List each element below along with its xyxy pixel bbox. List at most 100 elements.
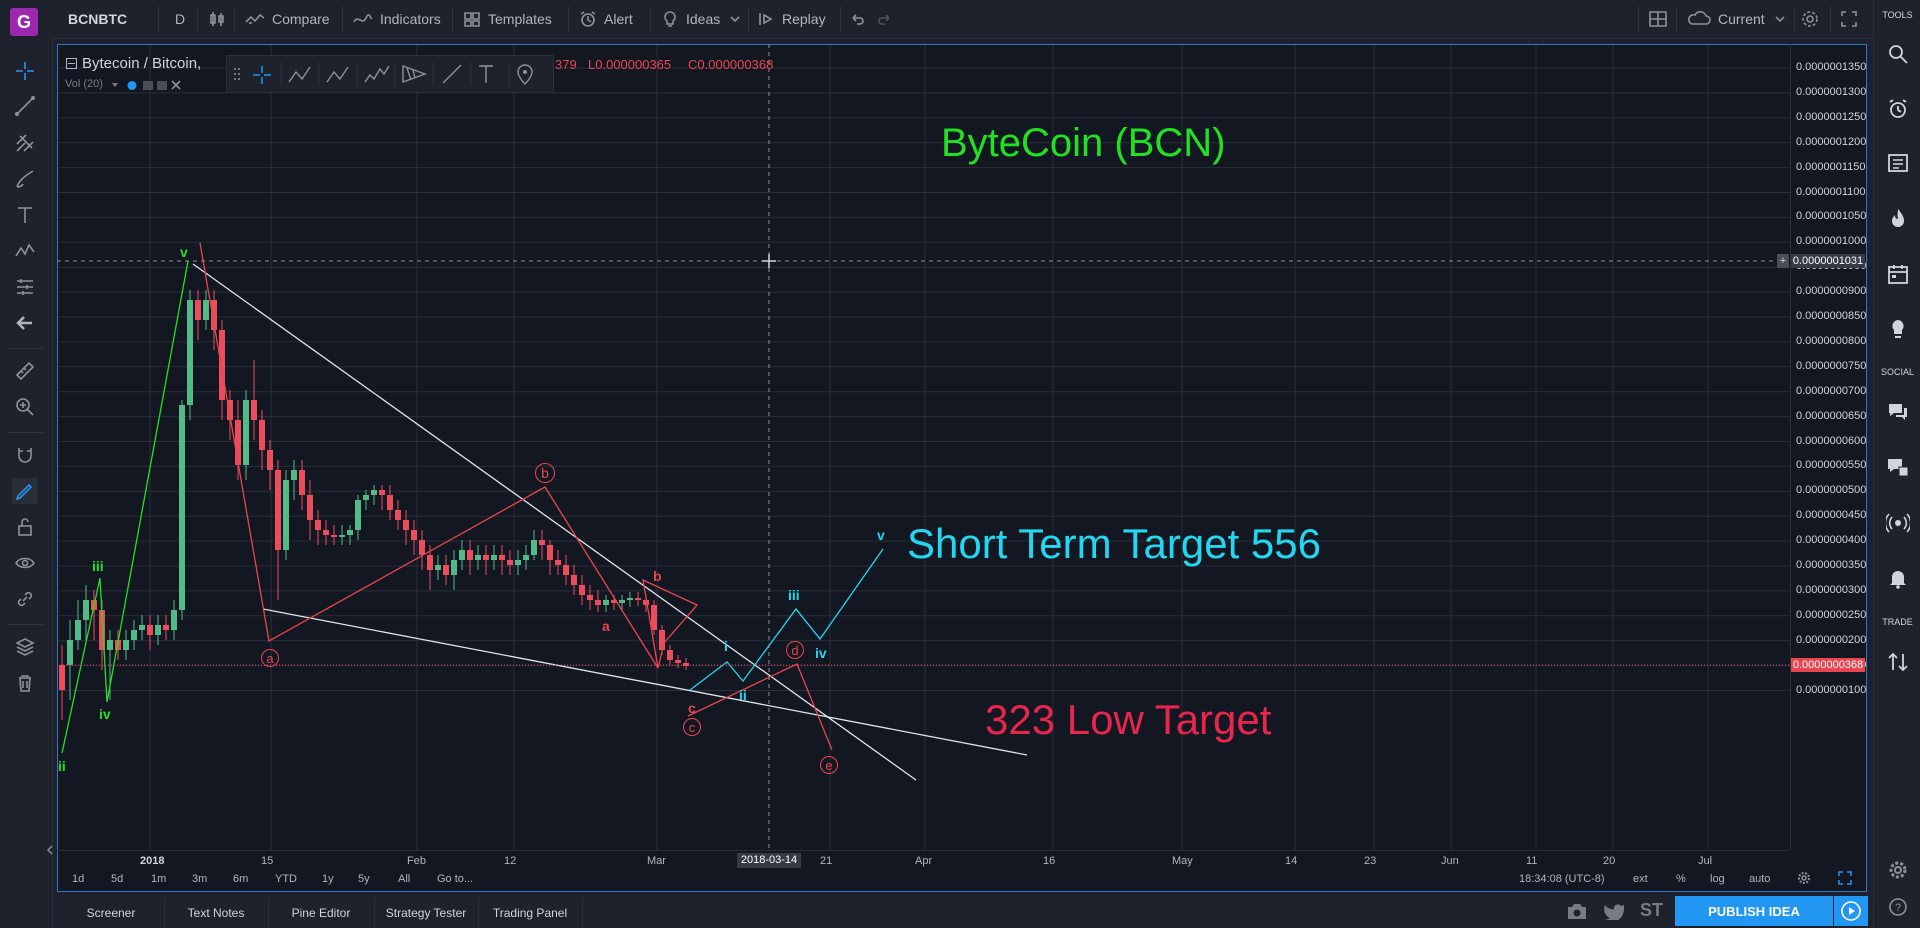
green-wave-label[interactable]: iv [99, 706, 111, 722]
price-axis[interactable] [1790, 44, 1867, 850]
redo-button[interactable] [876, 0, 894, 38]
stocktwits-button[interactable]: ST [1640, 900, 1664, 920]
range-button[interactable]: 5y [358, 873, 370, 885]
layout-save-button[interactable]: Current [1686, 0, 1787, 38]
low-target-annotation[interactable]: 323 Low Target [985, 696, 1272, 743]
range-button[interactable]: 1m [151, 873, 167, 885]
crosshair-tool[interactable] [12, 58, 38, 84]
remove-drawings-tool[interactable] [12, 670, 38, 696]
green-wave-label[interactable]: v [180, 244, 188, 260]
bottom-tab[interactable]: Pine Editor [268, 897, 375, 928]
volume-legend-controls[interactable] [100, 79, 195, 90]
private-chats-button[interactable] [1884, 453, 1912, 481]
undo-button[interactable] [848, 0, 866, 38]
log-toggle[interactable]: log [1710, 873, 1725, 885]
cyan-wave-label[interactable]: ii [739, 687, 747, 703]
cyan-wave-label[interactable]: iii [788, 587, 800, 603]
range-button[interactable]: YTD [275, 873, 297, 885]
range-button[interactable]: Go to... [437, 873, 474, 885]
green-wave-label[interactable]: ii [58, 758, 66, 774]
green-wave-label[interactable]: iii [92, 558, 104, 574]
publish-idea-button[interactable]: PUBLISH IDEA [1675, 896, 1833, 926]
templates-button[interactable]: Templates [462, 0, 552, 38]
range-button[interactable]: 5d [111, 873, 124, 885]
red-circled-wave-label[interactable]: d [786, 641, 804, 659]
red-circled-wave-label[interactable]: a [261, 649, 279, 667]
ideas-button[interactable]: Ideas [660, 0, 742, 38]
bottom-bar-handle[interactable] [46, 838, 54, 862]
cyan-wave-label[interactable]: v [877, 527, 885, 543]
object-tree-tool[interactable] [12, 634, 38, 660]
red-circled-wave-label[interactable]: b [535, 463, 555, 483]
trend-line-tool[interactable] [12, 93, 38, 119]
measure-tool[interactable] [12, 358, 38, 384]
snapshot-button[interactable] [1566, 902, 1588, 923]
lock-drawings-tool[interactable] [12, 514, 38, 540]
range-button[interactable]: All [398, 873, 411, 885]
bottom-tab[interactable]: Text Notes [164, 897, 269, 928]
settings-widget-button[interactable] [1884, 856, 1912, 884]
watchlist-button[interactable] [1884, 40, 1912, 68]
bottom-tab[interactable]: Trading Panel [478, 897, 583, 928]
zoom-tool[interactable] [12, 394, 38, 420]
brush-tool[interactable] [12, 166, 38, 192]
legend-collapse[interactable] [66, 58, 77, 69]
data-window-button[interactable] [1884, 149, 1912, 177]
bottom-tab[interactable]: Strategy Tester [374, 897, 479, 928]
range-button[interactable]: 3m [192, 873, 208, 885]
range-button[interactable]: 1y [322, 873, 334, 885]
publish-play-button[interactable] [1834, 896, 1868, 926]
ext-toggle[interactable]: ext [1633, 873, 1648, 885]
interval-select[interactable]: D [175, 11, 186, 27]
app-logo[interactable]: G [10, 8, 38, 36]
axis-settings-button[interactable] [1797, 871, 1811, 888]
help-button[interactable]: ? [1884, 893, 1912, 921]
cyan-wave-label[interactable]: i [724, 638, 728, 654]
magnet-tool[interactable] [12, 442, 38, 468]
range-button[interactable]: 6m [233, 873, 249, 885]
text-tool[interactable] [12, 202, 38, 228]
red-wave-label[interactable]: a [602, 618, 610, 634]
replay-button[interactable]: Replay [756, 0, 826, 38]
order-panel-button[interactable] [1884, 648, 1912, 676]
red-circled-wave-label[interactable]: c [683, 718, 701, 736]
red-circled-wave-label[interactable]: e [820, 756, 838, 774]
notifications-button[interactable] [1884, 564, 1912, 592]
streams-button[interactable] [1884, 509, 1912, 537]
alerts-button[interactable] [1884, 95, 1912, 123]
chart-style-button[interactable] [208, 0, 226, 38]
hide-drawings-tool[interactable] [12, 550, 38, 576]
short-term-target-annotation[interactable]: Short Term Target 556 [907, 520, 1322, 567]
fullscreen-button[interactable] [1840, 0, 1858, 38]
chart-title-annotation[interactable]: ByteCoin (BCN) [941, 121, 1226, 165]
red-wave-label[interactable]: b [653, 568, 662, 584]
percent-toggle[interactable]: % [1676, 873, 1686, 885]
pattern-tool[interactable] [12, 238, 38, 264]
calendar-button[interactable] [1884, 260, 1912, 288]
symbol-search[interactable]: BCNBTC [68, 11, 128, 27]
alert-button[interactable]: Alert [578, 0, 633, 38]
bottom-tab[interactable]: Screener [58, 897, 165, 928]
pitchfork-tool[interactable] [12, 130, 38, 156]
time-axis[interactable] [57, 850, 1790, 869]
cyan-wave-label[interactable]: iv [815, 645, 827, 661]
prediction-tool[interactable] [12, 274, 38, 300]
settings-button[interactable] [1800, 0, 1820, 38]
indicators-button[interactable]: Indicators [352, 0, 441, 38]
auto-toggle[interactable]: auto [1749, 873, 1771, 885]
chats-button[interactable] [1884, 398, 1912, 426]
red-wave-label[interactable]: c [688, 700, 696, 716]
hide-toolbar-tool[interactable] [12, 310, 38, 336]
price-tick-label: 0.0000000300 [1796, 583, 1867, 596]
sync-drawings-tool[interactable] [12, 586, 38, 612]
hotlist-button[interactable] [1884, 204, 1912, 232]
tweet-button[interactable] [1603, 902, 1625, 923]
stay-drawing-mode[interactable] [12, 478, 38, 504]
compare-button[interactable]: Compare [244, 0, 330, 38]
fit-chart-button[interactable] [1838, 871, 1852, 888]
ideas-stream-button[interactable] [1884, 315, 1912, 343]
layout-grid-button[interactable] [1648, 0, 1668, 38]
ohlc-fragment: 379 [555, 57, 577, 72]
range-button[interactable]: 1d [72, 873, 85, 885]
chart-pane[interactable] [57, 44, 1867, 892]
